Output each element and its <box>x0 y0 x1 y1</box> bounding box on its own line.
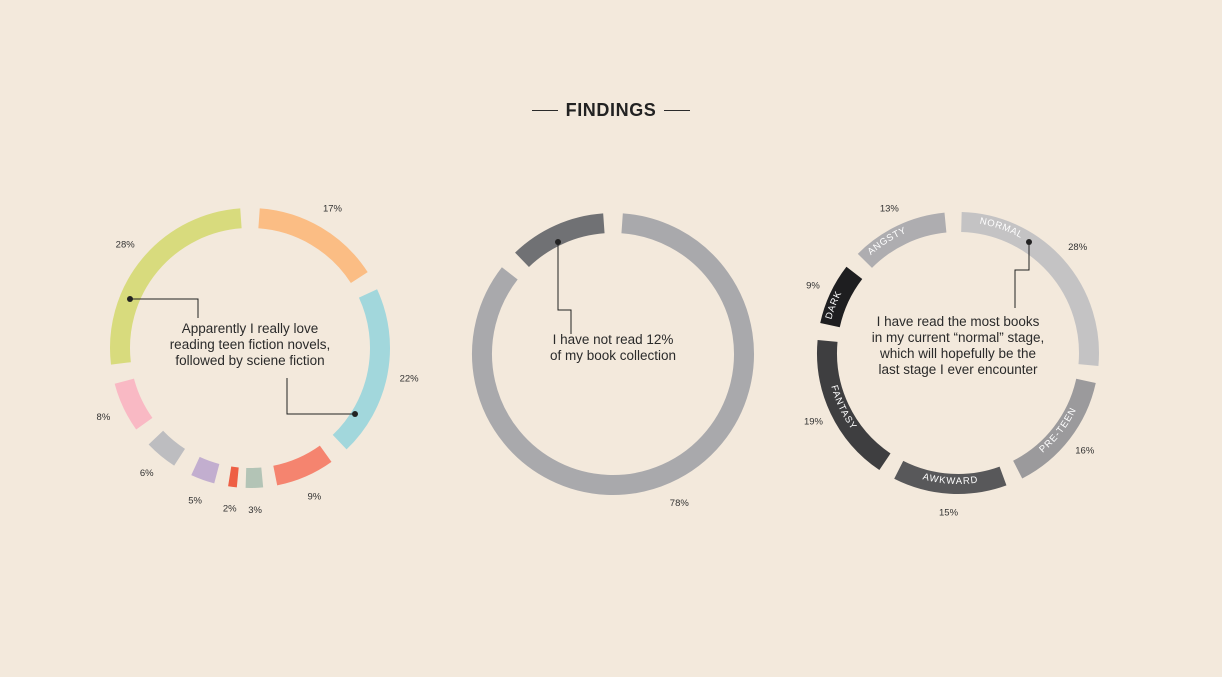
chart-annotation-line: last stage I ever encounter <box>878 362 1038 377</box>
donut-slice <box>191 456 220 484</box>
leader-line <box>130 298 199 318</box>
donut-slice <box>820 266 863 328</box>
leader-dot <box>1026 239 1032 245</box>
title-rule-left <box>531 110 558 111</box>
slice-percent-label: 28% <box>116 240 136 251</box>
donut-slice <box>817 339 891 471</box>
donut-slice <box>515 213 605 268</box>
slice-percent-label: 9% <box>806 280 820 291</box>
donut-slice <box>114 378 153 430</box>
slice-percent-label: 5% <box>188 495 202 506</box>
slice-percent-label: 13% <box>880 203 900 214</box>
chart-annotation-line: I have read the most books <box>877 314 1040 329</box>
leader-line <box>557 242 572 334</box>
findings-header: FINDINGS <box>0 100 1222 121</box>
donut-slice <box>148 430 186 466</box>
donut-slice <box>961 212 1099 367</box>
donut-slice <box>258 208 368 284</box>
donut-slice <box>110 208 242 365</box>
slice-percent-label: 9% <box>307 492 321 503</box>
genre-donut-chart: 17% 22% 9% 3% 2% 5% 6% 8% 28% Apparently I really… <box>97 204 420 516</box>
chart-annotation-line: Apparently I really love <box>182 321 319 336</box>
donut-slice <box>857 212 947 269</box>
chart-annotation-line: which will hopefully be the <box>879 346 1036 361</box>
leader-dot <box>555 239 561 245</box>
donut-slice <box>245 467 264 488</box>
title-rule-right <box>664 110 691 111</box>
leader-dot <box>352 411 358 417</box>
slice-percent-label: 2% <box>223 504 237 515</box>
stage-donut-chart: 28%NORMAL16%PRE-TEEN15%AWKWARD19%FANTASY… <box>804 203 1099 519</box>
chart-annotation-line: of my book collection <box>550 348 676 363</box>
slice-percent-label: 8% <box>97 412 111 423</box>
slice-percent-label: 6% <box>140 468 154 479</box>
leader-line <box>1014 242 1030 308</box>
slice-percent-label: 17% <box>323 204 343 215</box>
donut-slice <box>273 445 332 486</box>
donut-slice <box>472 213 754 495</box>
slice-percent-label: 22% <box>400 373 420 384</box>
donut-slice <box>894 460 1007 494</box>
donut-slice <box>1012 378 1096 479</box>
unread-donut-chart: 78% I have not read 12%of my book collect… <box>472 213 754 509</box>
donut-slice <box>332 289 390 450</box>
slice-percent-label: 19% <box>804 417 824 428</box>
slice-percent-label: 15% <box>939 508 959 519</box>
page-title: FINDINGS <box>565 100 657 120</box>
slice-percent-label: 16% <box>1075 446 1095 457</box>
chart-annotation-line: in my current “normal” stage, <box>872 330 1045 345</box>
slice-percent-label: 78% <box>670 498 690 509</box>
slice-percent-label: 28% <box>1068 242 1088 253</box>
chart-annotation-line: I have not read 12% <box>553 332 674 347</box>
chart-annotation-line: reading teen fiction novels, <box>170 337 331 352</box>
chart-annotation-line: followed by sciene fiction <box>175 353 324 368</box>
leader-dot <box>127 296 133 302</box>
slice-percent-label: 3% <box>248 505 262 516</box>
donut-slice <box>228 466 239 488</box>
leader-line <box>286 378 355 415</box>
